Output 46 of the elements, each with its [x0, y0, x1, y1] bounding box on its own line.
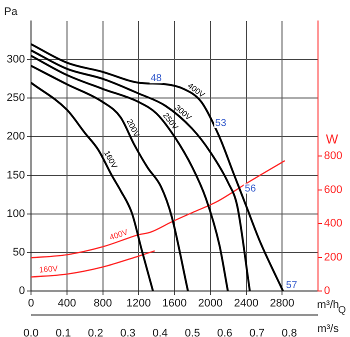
text: Q: [338, 304, 346, 316]
x-tick-label: 400: [58, 298, 76, 310]
x-tick-label: 0: [28, 298, 34, 310]
x2-axis-title: m³/s: [317, 323, 340, 336]
line-series: [31, 82, 154, 291]
x-tick-label: 1200: [126, 298, 151, 310]
x-tick-label: 2000: [198, 298, 223, 310]
annotation: 56: [244, 183, 256, 194]
text: 400V: [186, 81, 207, 100]
y2-tick-label: 0: [324, 285, 330, 298]
x-tick-label: 800: [94, 298, 112, 310]
x-tick-label: 2400: [234, 298, 258, 310]
x-axis-title: m³/h: [317, 299, 339, 312]
x2-tick-label: 0.5: [184, 328, 200, 337]
y-tick-label: 0: [18, 285, 25, 298]
y2-tick-label: 800: [324, 150, 342, 162]
y-tick-label: 100: [6, 208, 25, 220]
x2-tick-label: 0.6: [217, 328, 232, 337]
y-tick-label: 200: [6, 130, 25, 143]
annotation: 57: [286, 280, 298, 291]
x2-tick-label: 0.0: [23, 328, 39, 337]
y-tick-label: 150: [6, 169, 25, 182]
x2-tick-label: 0.7: [249, 328, 265, 337]
y2-tick-label: 600: [324, 184, 342, 196]
x2-tick-label: 0.8: [282, 328, 297, 337]
y-tick-label: 300: [6, 54, 25, 66]
y-axis-title: Pa: [4, 6, 18, 18]
y2-tick-label: 400: [324, 218, 342, 230]
text: 160V: [102, 149, 120, 171]
series-label: 160V: [38, 264, 59, 275]
x-tick-label: 2800: [270, 298, 294, 310]
x-tick-label: 1600: [162, 298, 187, 310]
text: 200V: [124, 118, 142, 140]
line-series: [31, 250, 156, 278]
annotation: 53: [215, 118, 227, 129]
y-tick-label: 250: [6, 92, 25, 104]
annotation: 48: [150, 73, 162, 84]
y2-tick-label: 200: [324, 251, 342, 264]
x2-tick-label: 0.4: [152, 328, 168, 337]
x2-tick-label: 0.2: [88, 328, 104, 337]
text: 400V: [108, 227, 130, 242]
x2-tick-label: 0.1: [56, 328, 71, 337]
x2-tick-label: 0.3: [120, 328, 136, 337]
line-series: [31, 43, 284, 291]
y-tick-label: 50: [12, 246, 25, 258]
y2-axis-title: W: [326, 132, 339, 147]
